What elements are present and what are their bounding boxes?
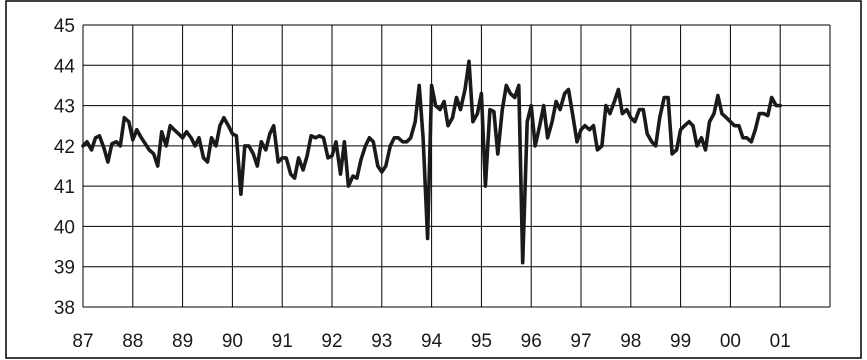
- x-tick-label: 98: [620, 331, 641, 352]
- y-tick-label: 45: [54, 16, 75, 37]
- y-tick-label: 42: [54, 137, 75, 158]
- x-tick-label: 97: [570, 331, 591, 352]
- series-layer: [81, 59, 783, 265]
- y-tick-label: 44: [54, 56, 76, 77]
- x-tick-label: 99: [670, 331, 691, 352]
- y-tick-label: 38: [54, 298, 75, 319]
- x-tick-label: 94: [421, 331, 443, 352]
- series-line: [81, 59, 783, 265]
- y-axis-tick-labels: 38 39 40 41 42 43 44 45: [54, 16, 76, 319]
- y-tick-label: 43: [54, 97, 75, 118]
- x-tick-label: 90: [222, 331, 243, 352]
- x-tick-label: 93: [371, 331, 392, 352]
- x-tick-label: 01: [770, 331, 791, 352]
- gridlines: [82, 24, 831, 308]
- x-tick-label: 88: [122, 331, 143, 352]
- x-axis-tick-labels: 87 88 89 90 91 92 93 94 95 96 97 98 99 00 01: [72, 331, 790, 352]
- outer-frame: [5, 0, 862, 359]
- x-tick-label: 92: [321, 331, 342, 352]
- x-tick-label: 96: [521, 331, 542, 352]
- y-tick-label: 39: [54, 258, 75, 279]
- x-tick-label: 91: [272, 331, 293, 352]
- y-tick-label: 41: [54, 177, 75, 198]
- x-tick-label: 00: [720, 331, 741, 352]
- x-tick-label: 87: [72, 331, 93, 352]
- x-tick-label: 89: [172, 331, 193, 352]
- x-tick-label: 95: [471, 331, 492, 352]
- y-tick-label: 40: [54, 217, 75, 238]
